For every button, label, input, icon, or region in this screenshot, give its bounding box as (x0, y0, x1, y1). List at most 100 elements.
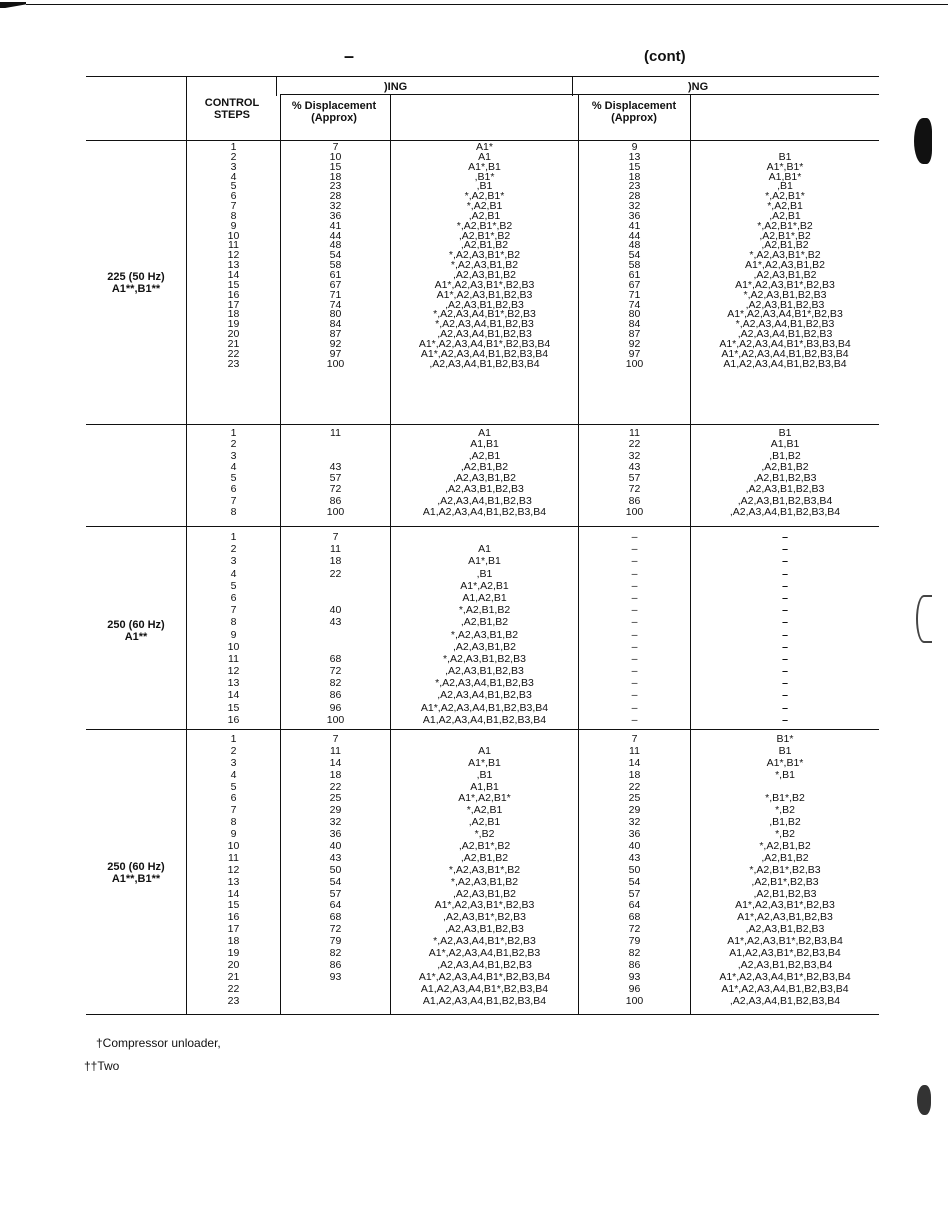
pct: 74 (329, 298, 342, 311)
cyl: – (782, 677, 788, 690)
step: 18 (227, 935, 240, 948)
pct: 86 (628, 958, 641, 971)
cyl: ,A2,B1 (769, 209, 801, 222)
cyl: ,A2,A3,A4,B1,B2,B3,B4 (429, 357, 540, 370)
pct: 82 (329, 947, 342, 960)
cyl: A1,B1 (770, 438, 800, 451)
title-cont: (cont) (644, 48, 686, 65)
step: 20 (227, 328, 240, 341)
step: 7 (230, 604, 237, 617)
pct: 54 (628, 249, 641, 262)
pct: 86 (628, 494, 641, 507)
pct: 36 (329, 209, 342, 222)
cyl: – (782, 543, 788, 556)
cyl: *,B2 (775, 828, 795, 841)
cyl: ,A2,A3,B1,B2,B3,B4 (737, 958, 833, 971)
pct: 93 (329, 970, 342, 983)
cyl: *,A2,A3,B1*,B2 (448, 249, 521, 262)
pct: 82 (628, 947, 641, 960)
pct (281, 641, 390, 653)
cyl: ,B1 (777, 180, 793, 193)
step: 1 (230, 141, 237, 153)
pct: 57 (628, 472, 641, 485)
cyl: *,A2,A3,A4,B1,B2,B3 (435, 318, 534, 331)
pct: 25 (628, 792, 641, 805)
cyl: ,A2,A3,B1*,B2,B3 (443, 911, 526, 924)
pct: 58 (628, 259, 641, 272)
cyl: *,B1 (775, 768, 795, 781)
pct: 43 (329, 616, 342, 629)
step: 6 (230, 190, 237, 203)
cyl: ,A2,A3,B1,B2 (452, 640, 517, 653)
pct: – (631, 689, 638, 702)
cyl: *,B1*,B2 (765, 792, 805, 805)
cyl: *,A2,B1 (466, 804, 503, 817)
cyl: ,A2,B1*,B2 (458, 840, 511, 853)
step: 15 (227, 899, 240, 912)
step: 1 (230, 733, 237, 745)
cyl: – (782, 555, 788, 568)
pct: 80 (628, 308, 641, 321)
header-bottom-rule (86, 140, 879, 141)
step: 19 (227, 947, 240, 960)
pct: 23 (329, 180, 342, 193)
cyl: ,B1* (474, 170, 495, 183)
step: 9 (230, 628, 237, 641)
pct: 22 (329, 567, 342, 580)
right-cyl-column: B1 A1,B1 ,B1,B2 ,A2,B1,B2 ,A2,B1,B2,B3 ,A2,A3… (691, 427, 879, 518)
cyl: ,A2,B1,B2,B3 (753, 472, 817, 485)
cyl: A1*,A2,A3,A4,B1*,B2,B3,B4 (418, 337, 551, 350)
cyl: A1*,A2,A3,B1*,B2,B3 (434, 278, 535, 291)
cyl: B1 (778, 427, 792, 439)
cyl: *,A2,B1* (765, 190, 805, 203)
pct: – (631, 555, 638, 568)
step: 9 (230, 828, 237, 841)
pct: 41 (329, 219, 342, 232)
cyl: ,A2,B1 (468, 449, 501, 462)
pct: 50 (628, 863, 641, 876)
punch-hole-mid (916, 595, 932, 643)
pct: 40 (329, 604, 342, 617)
pct: 100 (326, 713, 345, 726)
pct: 10 (329, 150, 342, 163)
pct: 14 (329, 756, 342, 769)
pct: 57 (329, 887, 342, 900)
cyl: – (782, 579, 788, 592)
cyl: A1*,A2,A3,B1*,B2,B3,B4 (727, 935, 843, 948)
pct: 57 (329, 472, 342, 485)
step: 3 (230, 555, 237, 568)
cyl: – (782, 604, 788, 617)
col-line-steps (186, 76, 187, 1014)
step: 10 (227, 840, 240, 853)
pct: 97 (329, 347, 342, 360)
pct: – (631, 677, 638, 690)
punch-hole-top (914, 118, 932, 164)
pct: 79 (329, 935, 342, 948)
cyl: ,A2,B1 (468, 209, 501, 222)
pct: 22 (329, 780, 342, 793)
cyl: ,A2,A3,A4,B1,B2,B3 (437, 689, 532, 702)
pct: 92 (329, 337, 342, 350)
pct: 93 (628, 970, 641, 983)
pct: 72 (628, 483, 641, 496)
pct: 28 (329, 190, 342, 203)
left-pct-column: 11 43 57 72 86 100 (281, 427, 390, 518)
cyl: *,A2,A3,B1*,B2 (448, 863, 521, 876)
pct: 14 (628, 756, 641, 769)
corner-mark (0, 2, 26, 8)
cyl: A1* (476, 141, 493, 153)
cyl: ,A2,A3,A4,B1,B2,B3 (437, 494, 532, 507)
pct: – (631, 604, 638, 617)
cyl: – (782, 689, 788, 702)
step: 8 (230, 209, 237, 222)
left-cyl-column: A1* A1 A1*,B1 ,B1* ,B1 *,A2,B1* *,A2,B1 ,A2,B1 *… (391, 141, 578, 370)
cyl: A1*,B1* (766, 160, 804, 173)
step: 6 (230, 483, 237, 496)
cyl: A1,B1 (470, 780, 499, 793)
pct: 32 (628, 816, 641, 829)
section-label: 250 (60 Hz) A1** (107, 619, 165, 643)
pct: 86 (329, 958, 342, 971)
step: 4 (230, 768, 237, 781)
cyl: ,A2,A3,B1,B2 (452, 472, 517, 485)
pct: 7 (332, 531, 339, 543)
